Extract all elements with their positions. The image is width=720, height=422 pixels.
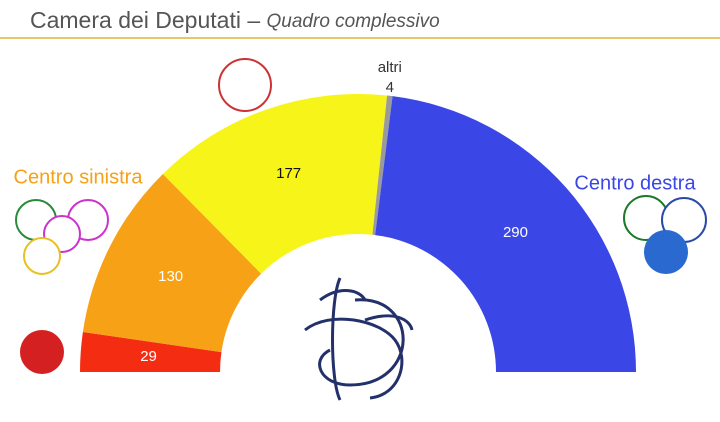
seat-segment [162,94,388,274]
logo [23,237,61,275]
emblem [304,277,414,401]
data-label: 130 [158,268,183,285]
logos [15,58,707,374]
logo [20,330,64,374]
data-label: 4 [386,79,394,96]
seat-segment [80,331,222,372]
data-label: 29 [140,348,157,365]
emblem-stroke [319,289,414,331]
category-label: Centro destra [574,172,696,194]
category-label: Centro sinistra [14,166,144,188]
data-label: 290 [503,224,528,241]
seat-segment [372,95,393,236]
logo [218,58,272,112]
seat-segment [82,173,262,353]
title-text: Camera dei Deputati – [30,7,260,33]
emblem-stroke [318,277,405,401]
data-label: 177 [276,165,301,182]
seat-segment [375,96,636,372]
emblem-stroke [304,317,404,400]
chart-title: Camera dei Deputati – Quadro complessivo [30,7,440,33]
category-label: altri [378,59,402,76]
logo [644,230,688,274]
subtitle-text: Quadro complessivo [267,11,440,32]
